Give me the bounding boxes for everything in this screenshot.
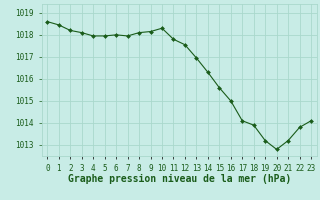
- X-axis label: Graphe pression niveau de la mer (hPa): Graphe pression niveau de la mer (hPa): [68, 174, 291, 184]
